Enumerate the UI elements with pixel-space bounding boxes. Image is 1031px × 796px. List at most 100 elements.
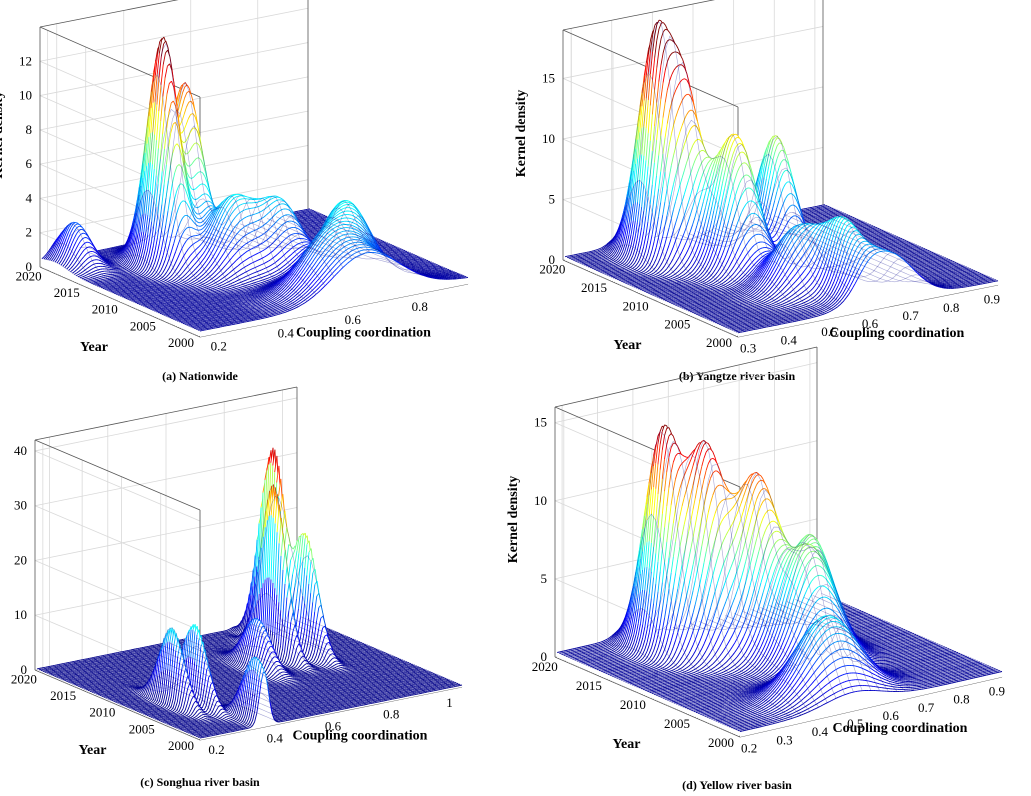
surface-line [309, 217, 312, 220]
surface-line [138, 279, 142, 281]
surface-line [150, 284, 153, 286]
surface-line [115, 245, 118, 248]
surface-line [60, 230, 64, 235]
surface-line [45, 253, 49, 258]
surface-line [319, 220, 322, 222]
surface-line [117, 247, 120, 249]
surface-line [133, 282, 137, 285]
surface-line [306, 221, 309, 224]
surface-line [137, 276, 140, 279]
surface-line [95, 281, 99, 283]
surface-line [93, 282, 96, 284]
surface-line [149, 288, 152, 290]
surface-line [318, 221, 322, 224]
surface-line [300, 219, 303, 221]
surface-line [113, 246, 116, 248]
surface-line [310, 228, 314, 230]
surface-line [51, 253, 55, 258]
surface-line [298, 212, 301, 215]
surface-line [87, 279, 91, 281]
surface-line [133, 276, 136, 278]
surface-line [64, 227, 68, 233]
surface-line [110, 249, 113, 251]
surface-line [304, 227, 308, 229]
surface-line [164, 284, 168, 287]
surface-line [41, 256, 45, 260]
surface-line [307, 215, 311, 217]
surface-line [103, 250, 107, 253]
surface-line [302, 213, 305, 215]
surface-line [316, 230, 320, 233]
surface-line [56, 236, 60, 242]
surface-line [315, 220, 318, 222]
surface-line [108, 248, 111, 251]
surface-line [303, 209, 306, 211]
surface-line [110, 250, 113, 252]
surface-line [111, 288, 114, 290]
surface-line [142, 279, 146, 281]
surface-line [136, 289, 139, 291]
surface-line [316, 215, 319, 217]
surface-line [94, 255, 98, 257]
surface-line [116, 248, 120, 250]
surface-line [320, 216, 323, 219]
surface-line [54, 240, 58, 246]
surface-line [105, 287, 108, 289]
surface-line [126, 277, 129, 280]
surface-line [113, 285, 117, 287]
surface-line [313, 225, 317, 227]
surface-line [101, 284, 104, 286]
surface-line [143, 286, 146, 289]
surface-line [102, 278, 106, 280]
surface-line [107, 250, 111, 253]
surface-line [125, 271, 129, 273]
surface-line [154, 285, 157, 288]
surface-line [317, 226, 321, 229]
surface-line [115, 247, 118, 249]
surface-line [55, 243, 59, 249]
surface-line [312, 230, 315, 232]
surface-line [98, 277, 102, 280]
surface-line [48, 247, 52, 252]
surface-line [119, 246, 123, 248]
surface-line [119, 287, 123, 290]
surface-line [317, 225, 321, 228]
surface-line [108, 249, 111, 252]
surface-line [136, 288, 139, 290]
surface-line [105, 285, 108, 288]
surface-line [122, 293, 125, 295]
surface-line [58, 237, 62, 244]
surface-line [185, 153, 188, 155]
surface-line [137, 283, 141, 285]
surface-line [125, 290, 128, 292]
surface-line [132, 287, 135, 290]
surface-line [320, 215, 323, 217]
surface-line [45, 256, 49, 260]
surface-line [307, 216, 310, 219]
surface-line [313, 218, 316, 220]
surface-line [145, 287, 148, 290]
surface-line [125, 273, 128, 275]
surface-line [51, 245, 56, 250]
surface-line [89, 280, 93, 282]
surface-line [102, 279, 105, 282]
surface-line [52, 240, 56, 245]
surface-line [53, 248, 57, 254]
surface-line [97, 282, 101, 284]
surface-line [105, 251, 108, 253]
surface-line [309, 234, 312, 237]
surface-line [111, 250, 115, 253]
surface-line [131, 275, 134, 278]
surface-line [377, 240, 381, 242]
surface-line [51, 248, 55, 254]
surface-line [312, 223, 315, 225]
surface-line [107, 252, 110, 254]
surface-line [306, 227, 310, 230]
surface-line [105, 252, 108, 255]
surface-line [107, 253, 110, 255]
surface-line [306, 220, 309, 223]
surface-line [297, 213, 301, 216]
surface-line [101, 285, 104, 287]
surface-line [300, 210, 303, 213]
